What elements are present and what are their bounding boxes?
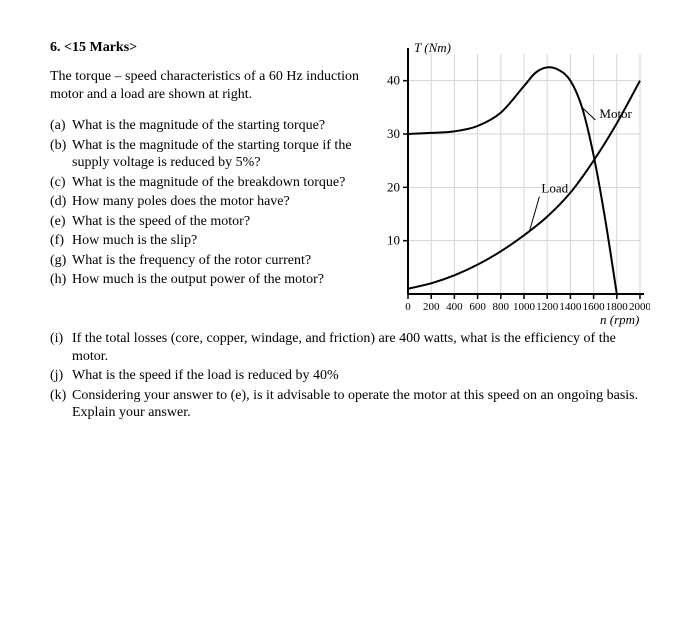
svg-text:10: 10	[387, 233, 400, 248]
svg-text:1400: 1400	[559, 301, 582, 313]
svg-text:20: 20	[387, 179, 400, 194]
svg-text:1000: 1000	[513, 301, 536, 313]
question-k: (k) Considering your answer to (e), is i…	[50, 387, 650, 422]
q-text-a: What is the magnitude of the starting to…	[72, 117, 360, 135]
q-label-f: (f)	[50, 232, 72, 250]
svg-text:n (rpm): n (rpm)	[600, 312, 639, 327]
svg-text:30: 30	[387, 126, 400, 141]
question-g: (g) What is the frequency of the rotor c…	[50, 252, 360, 270]
question-h: (h) How much is the output power of the …	[50, 271, 360, 289]
question-j: (j) What is the speed if the load is red…	[50, 367, 650, 385]
svg-text:400: 400	[446, 301, 463, 313]
q-label-g: (g)	[50, 252, 72, 270]
question-e: (e) What is the speed of the motor?	[50, 213, 360, 231]
torque-speed-chart: 1020304002004006008001000120014001600180…	[370, 40, 650, 330]
q-text-b: What is the magnitude of the starting to…	[72, 137, 360, 172]
question-i: (i) If the total losses (core, copper, w…	[50, 330, 650, 365]
q-text-d: How many poles does the motor have?	[72, 193, 360, 211]
q-label-e: (e)	[50, 213, 72, 231]
q-label-k: (k)	[50, 387, 72, 422]
q-label-d: (d)	[50, 193, 72, 211]
q-label-i: (i)	[50, 330, 72, 365]
q-label-b: (b)	[50, 137, 72, 172]
question-heading: 6. <15 Marks>	[50, 40, 360, 56]
q-label-c: (c)	[50, 174, 72, 192]
q-text-g: What is the frequency of the rotor curre…	[72, 252, 360, 270]
svg-text:40: 40	[387, 73, 400, 88]
q-label-j: (j)	[50, 367, 72, 385]
q-text-e: What is the speed of the motor?	[72, 213, 360, 231]
q-text-c: What is the magnitude of the breakdown t…	[72, 174, 360, 192]
svg-text:T (Nm): T (Nm)	[414, 40, 451, 55]
svg-text:1200: 1200	[536, 301, 559, 313]
svg-text:Load: Load	[541, 181, 568, 196]
question-c: (c) What is the magnitude of the breakdo…	[50, 174, 360, 192]
question-a: (a) What is the magnitude of the startin…	[50, 117, 360, 135]
svg-text:600: 600	[469, 301, 486, 313]
q-text-j: What is the speed if the load is reduced…	[72, 367, 650, 385]
svg-text:0: 0	[405, 301, 411, 313]
question-intro: The torque – speed characteristics of a …	[50, 68, 360, 103]
q-label-a: (a)	[50, 117, 72, 135]
svg-text:200: 200	[423, 301, 440, 313]
svg-text:Motor: Motor	[599, 106, 632, 121]
svg-text:800: 800	[493, 301, 510, 313]
q-text-k: Considering your answer to (e), is it ad…	[72, 387, 650, 422]
question-f: (f) How much is the slip?	[50, 232, 360, 250]
q-text-i: If the total losses (core, copper, winda…	[72, 330, 650, 365]
question-b: (b) What is the magnitude of the startin…	[50, 137, 360, 172]
question-d: (d) How many poles does the motor have?	[50, 193, 360, 211]
q-text-h: How much is the output power of the moto…	[72, 271, 360, 289]
q-label-h: (h)	[50, 271, 72, 289]
q-text-f: How much is the slip?	[72, 232, 360, 250]
